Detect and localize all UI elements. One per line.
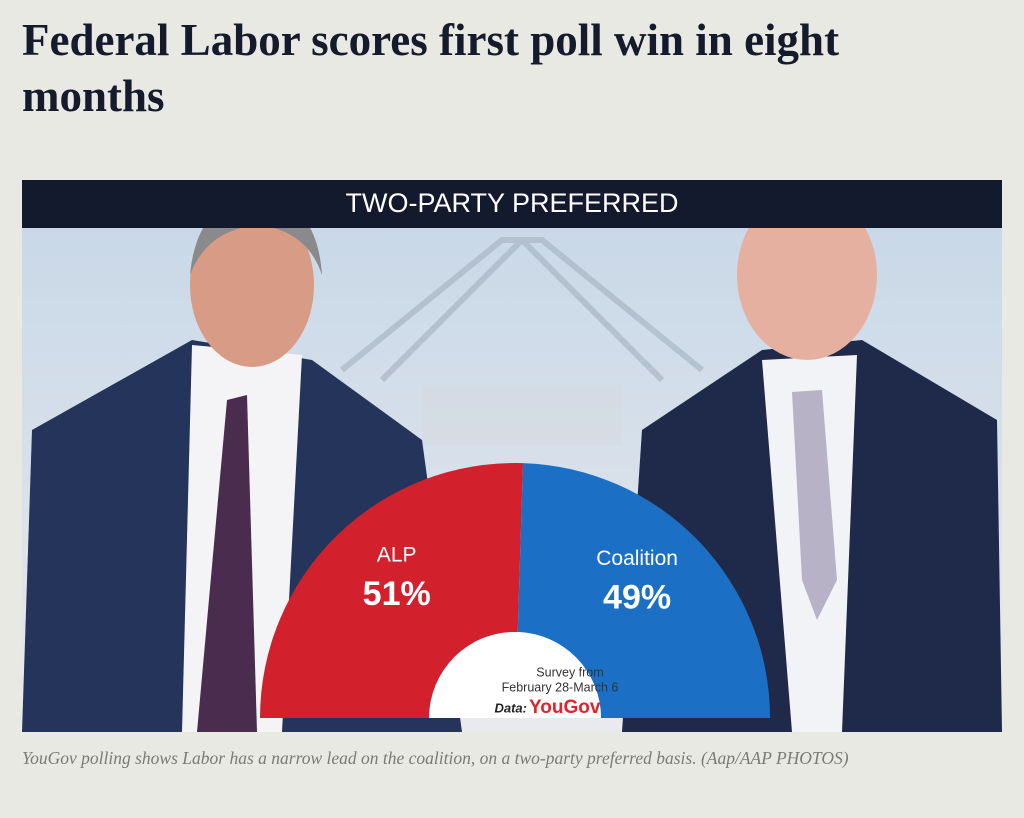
chart: TWO-PARTY PREFERRED ALP 51% Coalition 49% Su… <box>22 180 1002 732</box>
value-label: 49% <box>603 579 671 617</box>
value-label: 51% <box>363 575 431 613</box>
survey-note: Survey from <box>536 665 603 679</box>
donut-segment <box>517 463 770 718</box>
survey-note: February 28-March 6 <box>502 680 619 694</box>
chart-title: TWO-PARTY PREFERRED <box>345 188 678 218</box>
person-left <box>22 195 462 732</box>
donut-hole <box>429 632 601 718</box>
caption: YouGov polling shows Labor has a narrow … <box>22 748 849 768</box>
source-label: Data: <box>494 700 527 715</box>
segment-label: ALP <box>377 543 417 566</box>
parliament-flagpole <box>340 237 704 445</box>
segment-label: Coalition <box>596 547 678 570</box>
headline: Federal Labor scores first poll win in e… <box>22 15 840 121</box>
donut-segment <box>260 463 524 718</box>
title-band <box>22 180 1002 228</box>
source: YouGov <box>529 697 601 718</box>
